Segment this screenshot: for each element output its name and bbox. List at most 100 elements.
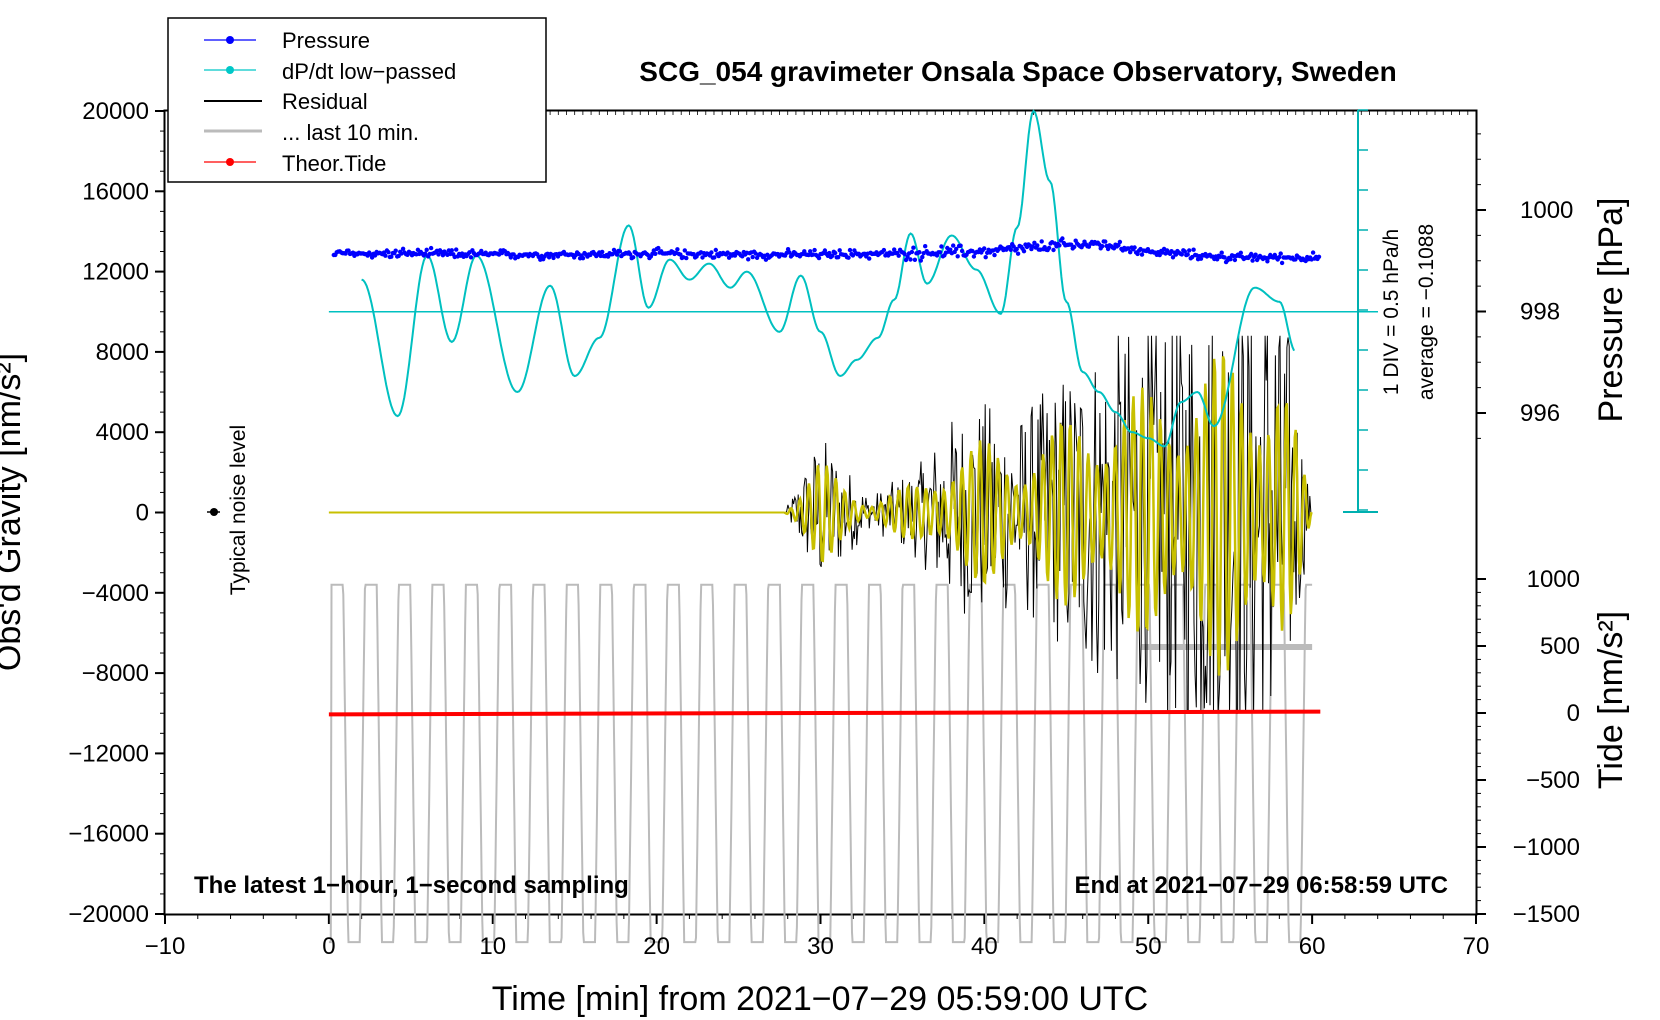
pressure-point <box>881 247 887 253</box>
x-tick-label: 50 <box>1135 933 1162 960</box>
pressure-point <box>400 246 406 251</box>
pressure-point <box>808 249 813 254</box>
theoretical-tide-trace <box>328 709 1321 717</box>
pressure-point <box>580 256 586 261</box>
pressure-point <box>867 256 872 261</box>
y-tick-label: 0 <box>136 500 149 527</box>
pressure-point <box>713 247 718 253</box>
pressure-point <box>1103 239 1108 244</box>
pressure-point <box>396 253 401 259</box>
x-tick-label: −10 <box>145 933 186 960</box>
y-axis-label-pressure: Pressure [hPa] <box>1592 198 1630 423</box>
pressure-point <box>912 257 918 262</box>
pressure-point <box>1069 242 1074 247</box>
x-tick-label: 20 <box>643 933 670 960</box>
pressure-point <box>1032 240 1037 245</box>
pressure-point <box>449 248 454 253</box>
pressure-point <box>614 252 620 257</box>
pressure-point <box>1046 245 1052 251</box>
pressure-point <box>939 244 944 249</box>
pressure-point <box>653 251 658 256</box>
series-layer <box>328 109 1378 944</box>
pressure-point <box>1179 252 1185 257</box>
y-tick-label: −16000 <box>68 821 149 848</box>
pressure-point <box>954 246 959 252</box>
pressure-point <box>1228 257 1233 262</box>
pressure-point <box>1060 236 1065 241</box>
pressure-point <box>600 249 605 255</box>
pressure-point <box>1238 250 1244 255</box>
legend-label: Theor.Tide <box>282 151 386 176</box>
pressure-point <box>830 253 835 258</box>
pressure-point <box>746 257 751 262</box>
pressure-point <box>958 243 963 248</box>
pressure-point <box>1250 258 1255 263</box>
legend-item-last10: ... last 10 min. <box>204 120 419 145</box>
pressure-trace <box>331 236 1322 266</box>
x-tick-label: 40 <box>971 933 998 960</box>
residual-filtered-trace <box>783 356 1313 676</box>
x-tick-label: 60 <box>1299 933 1326 960</box>
pressure-point <box>436 252 441 257</box>
pressure-point <box>827 250 832 256</box>
pressure-point <box>383 253 388 258</box>
x-tick-label: 70 <box>1463 933 1490 960</box>
pressure-point <box>386 250 391 255</box>
tide-tick-label: −1500 <box>1513 901 1580 928</box>
pressure-point <box>428 245 434 251</box>
pressure-point <box>1105 246 1111 252</box>
x-tick-label: 0 <box>322 933 335 960</box>
pressure-point <box>902 251 907 257</box>
tick-labels: −10 0 10 20 30 40 50 60 70 20000 16000 12000 8000 400… <box>68 98 1580 960</box>
pressure-point <box>389 254 394 259</box>
chart-title: SCG_054 gravimeter Onsala Space Observat… <box>639 56 1396 87</box>
pressure-point <box>847 247 853 253</box>
annotation-sampling: The latest 1−hour, 1−second sampling <box>194 872 629 899</box>
pressure-point <box>1139 252 1145 257</box>
pressure-point <box>846 255 851 260</box>
annotation-end-time: End at 2021−07−29 06:58:59 UTC <box>1074 872 1448 899</box>
pressure-point <box>909 249 915 255</box>
pressure-point <box>1265 259 1270 264</box>
pressure-point <box>1021 249 1027 254</box>
pressure-point <box>787 250 792 255</box>
pressure-point <box>918 258 923 263</box>
x-tick-label: 10 <box>479 933 506 960</box>
pressure-tick-label: 998 <box>1520 299 1560 326</box>
pressure-point <box>948 247 953 252</box>
pressure-point <box>1182 249 1188 254</box>
pressure-point <box>628 252 633 257</box>
pressure-point <box>684 255 689 261</box>
pressure-point <box>1215 257 1220 262</box>
pressure-point <box>1014 246 1019 252</box>
pressure-point <box>1278 251 1283 256</box>
pressure-point <box>700 255 705 260</box>
y-tick-label: −4000 <box>82 580 149 607</box>
y-axis-label-left: Obs'd Gravity [nm/s²] <box>0 353 28 671</box>
x-tick-label: 30 <box>807 933 834 960</box>
pressure-point <box>1157 252 1162 258</box>
pressure-point <box>1100 244 1105 249</box>
pressure-point <box>1191 247 1196 252</box>
pressure-point <box>454 247 459 252</box>
legend-item-tide: Theor.Tide <box>204 151 386 176</box>
y-tick-label: 16000 <box>82 178 149 205</box>
pressure-point <box>1035 243 1040 248</box>
pressure-point <box>1015 251 1021 256</box>
pressure-point <box>675 247 680 252</box>
pressure-point <box>905 254 910 259</box>
y-tick-label: −12000 <box>68 740 149 767</box>
legend-item-residual: Residual <box>204 89 368 114</box>
pressure-point <box>423 251 428 256</box>
pressure-point <box>1277 255 1282 260</box>
pressure-point <box>656 245 661 251</box>
pressure-point <box>812 247 817 253</box>
pressure-point <box>1187 248 1192 253</box>
pressure-point <box>992 252 997 258</box>
pressure-point <box>750 254 755 260</box>
axis-ticks <box>155 110 1486 924</box>
pressure-point <box>982 246 987 251</box>
pressure-point <box>955 254 960 259</box>
pressure-point <box>1135 251 1140 257</box>
